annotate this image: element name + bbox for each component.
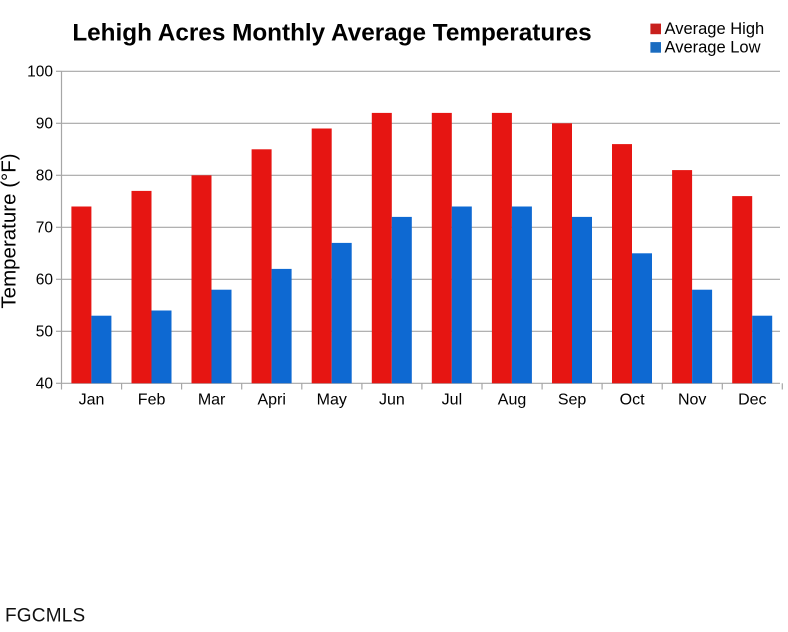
svg-text:40: 40 bbox=[36, 376, 54, 393]
svg-text:Jun: Jun bbox=[379, 391, 405, 408]
svg-text:Temperature (°F): Temperature (°F) bbox=[0, 153, 21, 308]
svg-text:Mar: Mar bbox=[198, 391, 226, 408]
svg-text:100: 100 bbox=[27, 64, 53, 81]
svg-text:Feb: Feb bbox=[138, 391, 166, 408]
svg-text:90: 90 bbox=[36, 116, 54, 133]
svg-text:80: 80 bbox=[36, 168, 54, 185]
svg-text:Jul: Jul bbox=[442, 391, 462, 408]
svg-text:60: 60 bbox=[36, 272, 54, 289]
svg-text:Average Low: Average Low bbox=[665, 38, 761, 56]
svg-text:May: May bbox=[317, 391, 347, 408]
svg-text:Aug: Aug bbox=[498, 391, 526, 408]
svg-text:Apri: Apri bbox=[257, 391, 285, 408]
svg-text:Sep: Sep bbox=[558, 391, 587, 408]
svg-text:Jan: Jan bbox=[79, 391, 105, 408]
svg-text:Oct: Oct bbox=[620, 391, 645, 408]
svg-text:70: 70 bbox=[36, 220, 54, 237]
svg-text:Lehigh Acres Monthly Average T: Lehigh Acres Monthly Average Temperature… bbox=[72, 20, 591, 47]
svg-text:Nov: Nov bbox=[678, 391, 706, 408]
svg-text:FGCMLS: FGCMLS bbox=[5, 606, 85, 627]
svg-text:50: 50 bbox=[36, 324, 54, 341]
svg-text:Average High: Average High bbox=[665, 20, 765, 38]
svg-text:Dec: Dec bbox=[738, 391, 766, 408]
